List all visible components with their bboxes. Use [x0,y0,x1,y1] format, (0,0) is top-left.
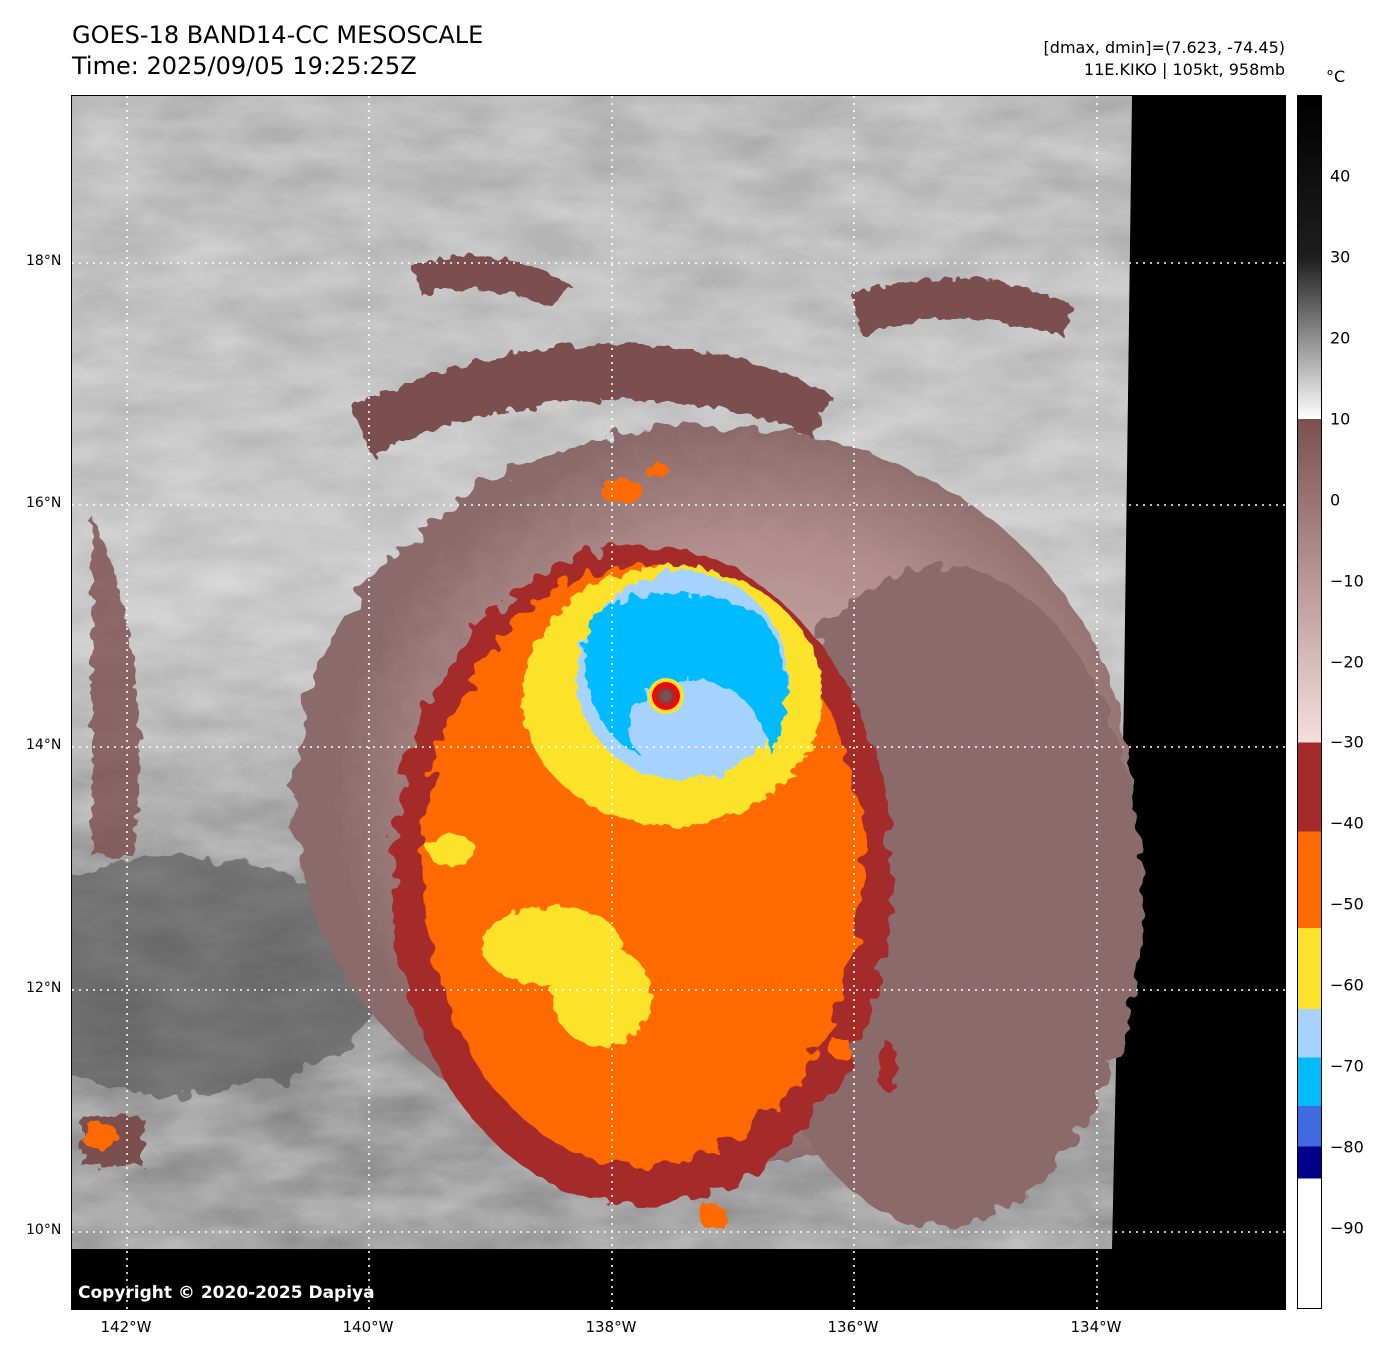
colorbar-tick-label: −40 [1330,813,1364,833]
storm-info: 11E.KIKO | 105kt, 958mb [1083,60,1285,79]
colorbar-tick-label: −10 [1330,571,1364,591]
convective-cells [82,463,897,1228]
colorbar-tick-label: 10 [1330,409,1351,429]
satellite-image-canvas [72,96,1285,1309]
colorbar-tick-label: 0 [1330,490,1341,510]
colorbar-tick-label: −20 [1330,652,1364,672]
product-title: GOES-18 BAND14-CC MESOSCALE [72,21,484,49]
lon-label-140w: 140°W [342,1318,394,1336]
colorbar-tick-label: −90 [1330,1218,1364,1238]
colorbar-tick-label: −50 [1330,894,1364,914]
lon-label-142w: 142°W [100,1318,152,1336]
colorbar-tick-label: −60 [1330,975,1364,995]
colorbar-tick-label: −30 [1330,732,1364,752]
lat-label-16n: 16°N [26,495,62,511]
colorbar-tick-label: −70 [1330,1056,1364,1076]
clear-sky-region [72,856,382,1096]
lat-label-14n: 14°N [26,737,62,753]
no-data-area [72,96,1285,1309]
copyright-notice: Copyright © 2020-2025 Dapiya [78,1283,375,1303]
lat-label-18n: 18°N [26,253,62,269]
lon-label-136w: 136°W [827,1318,879,1336]
lat-label-12n: 12°N [26,980,62,996]
temperature-colorbar [1297,95,1322,1309]
colorbar-tick-label: 30 [1330,247,1351,267]
data-range-readout: [dmax, dmin]=(7.623, -74.45) [1043,38,1285,57]
hurricane-eye [648,678,684,714]
lat-label-10n: 10°N [26,1222,62,1238]
colorbar-tick-label: −80 [1330,1137,1364,1157]
observation-time: Time: 2025/09/05 19:25:25Z [72,52,417,80]
lon-label-138w: 138°W [585,1318,637,1336]
satellite-image [71,95,1286,1310]
colorbar-unit: °C [1326,67,1346,86]
lon-label-134w: 134°W [1070,1318,1122,1336]
colorbar-tick-label: 20 [1330,328,1351,348]
colorbar-tick-label: 40 [1330,166,1351,186]
